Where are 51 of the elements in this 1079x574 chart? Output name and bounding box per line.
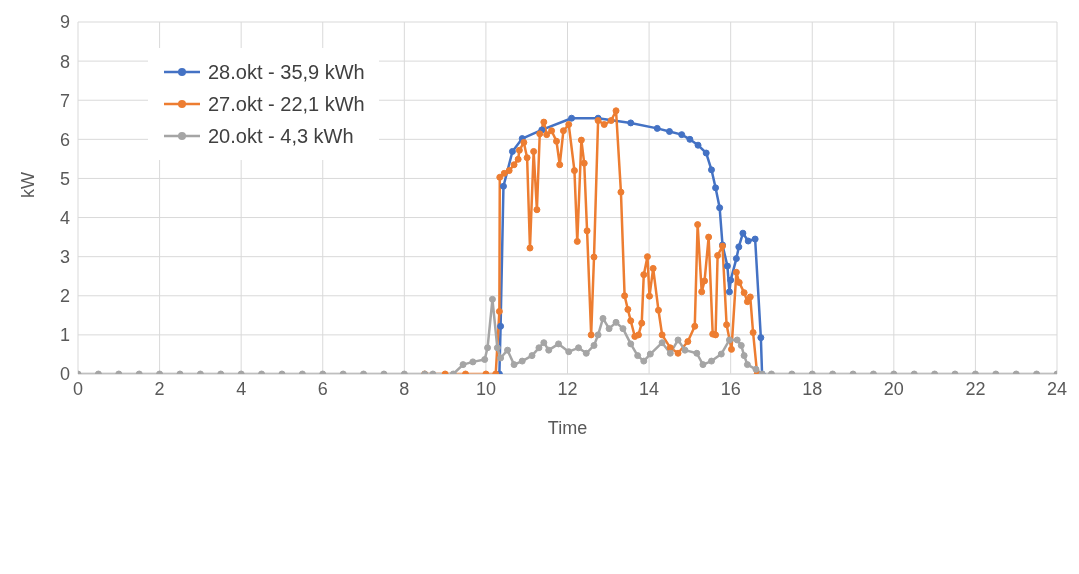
x-tick-label: 14: [639, 378, 660, 399]
legend-label: 28.okt - 35,9 kWh: [208, 60, 365, 84]
point: [751, 235, 759, 243]
x-tick-label: 24: [1046, 378, 1068, 399]
x-tick-label: 4: [236, 378, 247, 399]
point: [757, 334, 765, 342]
point: [712, 184, 720, 192]
x-tick-label: 20: [883, 378, 904, 399]
legend-label: 20.okt - 4,3 kWh: [208, 124, 354, 148]
point: [716, 204, 724, 212]
x-tick-label: 8: [399, 378, 410, 399]
point: [744, 237, 752, 245]
y-tick-label: 6: [59, 129, 70, 150]
point: [653, 124, 661, 132]
x-tick-label: 22: [965, 378, 986, 399]
point: [694, 141, 702, 149]
x-tick-label: 16: [720, 378, 741, 399]
y-tick-label: 4: [59, 207, 70, 228]
point: [497, 322, 505, 330]
point: [725, 288, 733, 296]
point: [723, 262, 731, 270]
point: [568, 114, 576, 122]
point: [708, 166, 715, 174]
point: [627, 119, 635, 127]
legend-label: 27.okt - 22,1 kWh: [208, 92, 365, 116]
x-tick-label: 6: [317, 378, 328, 399]
y-tick-label: 3: [59, 247, 70, 268]
x-axis-title: Time: [547, 418, 588, 438]
y-tick-label: 5: [59, 168, 70, 189]
x-tick-label: 0: [72, 378, 84, 399]
y-tick-label: 9: [59, 12, 70, 33]
point: [678, 131, 686, 139]
point: [732, 255, 740, 263]
y-tick-label: 1: [59, 325, 70, 346]
y-tick-label: 7: [59, 90, 70, 111]
point: [499, 182, 507, 190]
point: [727, 276, 735, 284]
y-axis-title: kW: [18, 172, 39, 198]
x-tick-label: 2: [154, 378, 165, 399]
x-tick-label: 10: [475, 378, 496, 399]
y-tick-label: 2: [59, 286, 70, 307]
x-tick-label: 12: [557, 378, 578, 399]
point: [686, 135, 694, 143]
y-tick-label: 0: [59, 364, 70, 385]
point: [665, 128, 673, 136]
x-tick-label: 18: [802, 378, 823, 399]
point: [702, 149, 710, 157]
y-tick-label: 8: [59, 51, 70, 72]
point: [508, 147, 516, 155]
point: [735, 243, 743, 251]
point: [739, 229, 747, 237]
